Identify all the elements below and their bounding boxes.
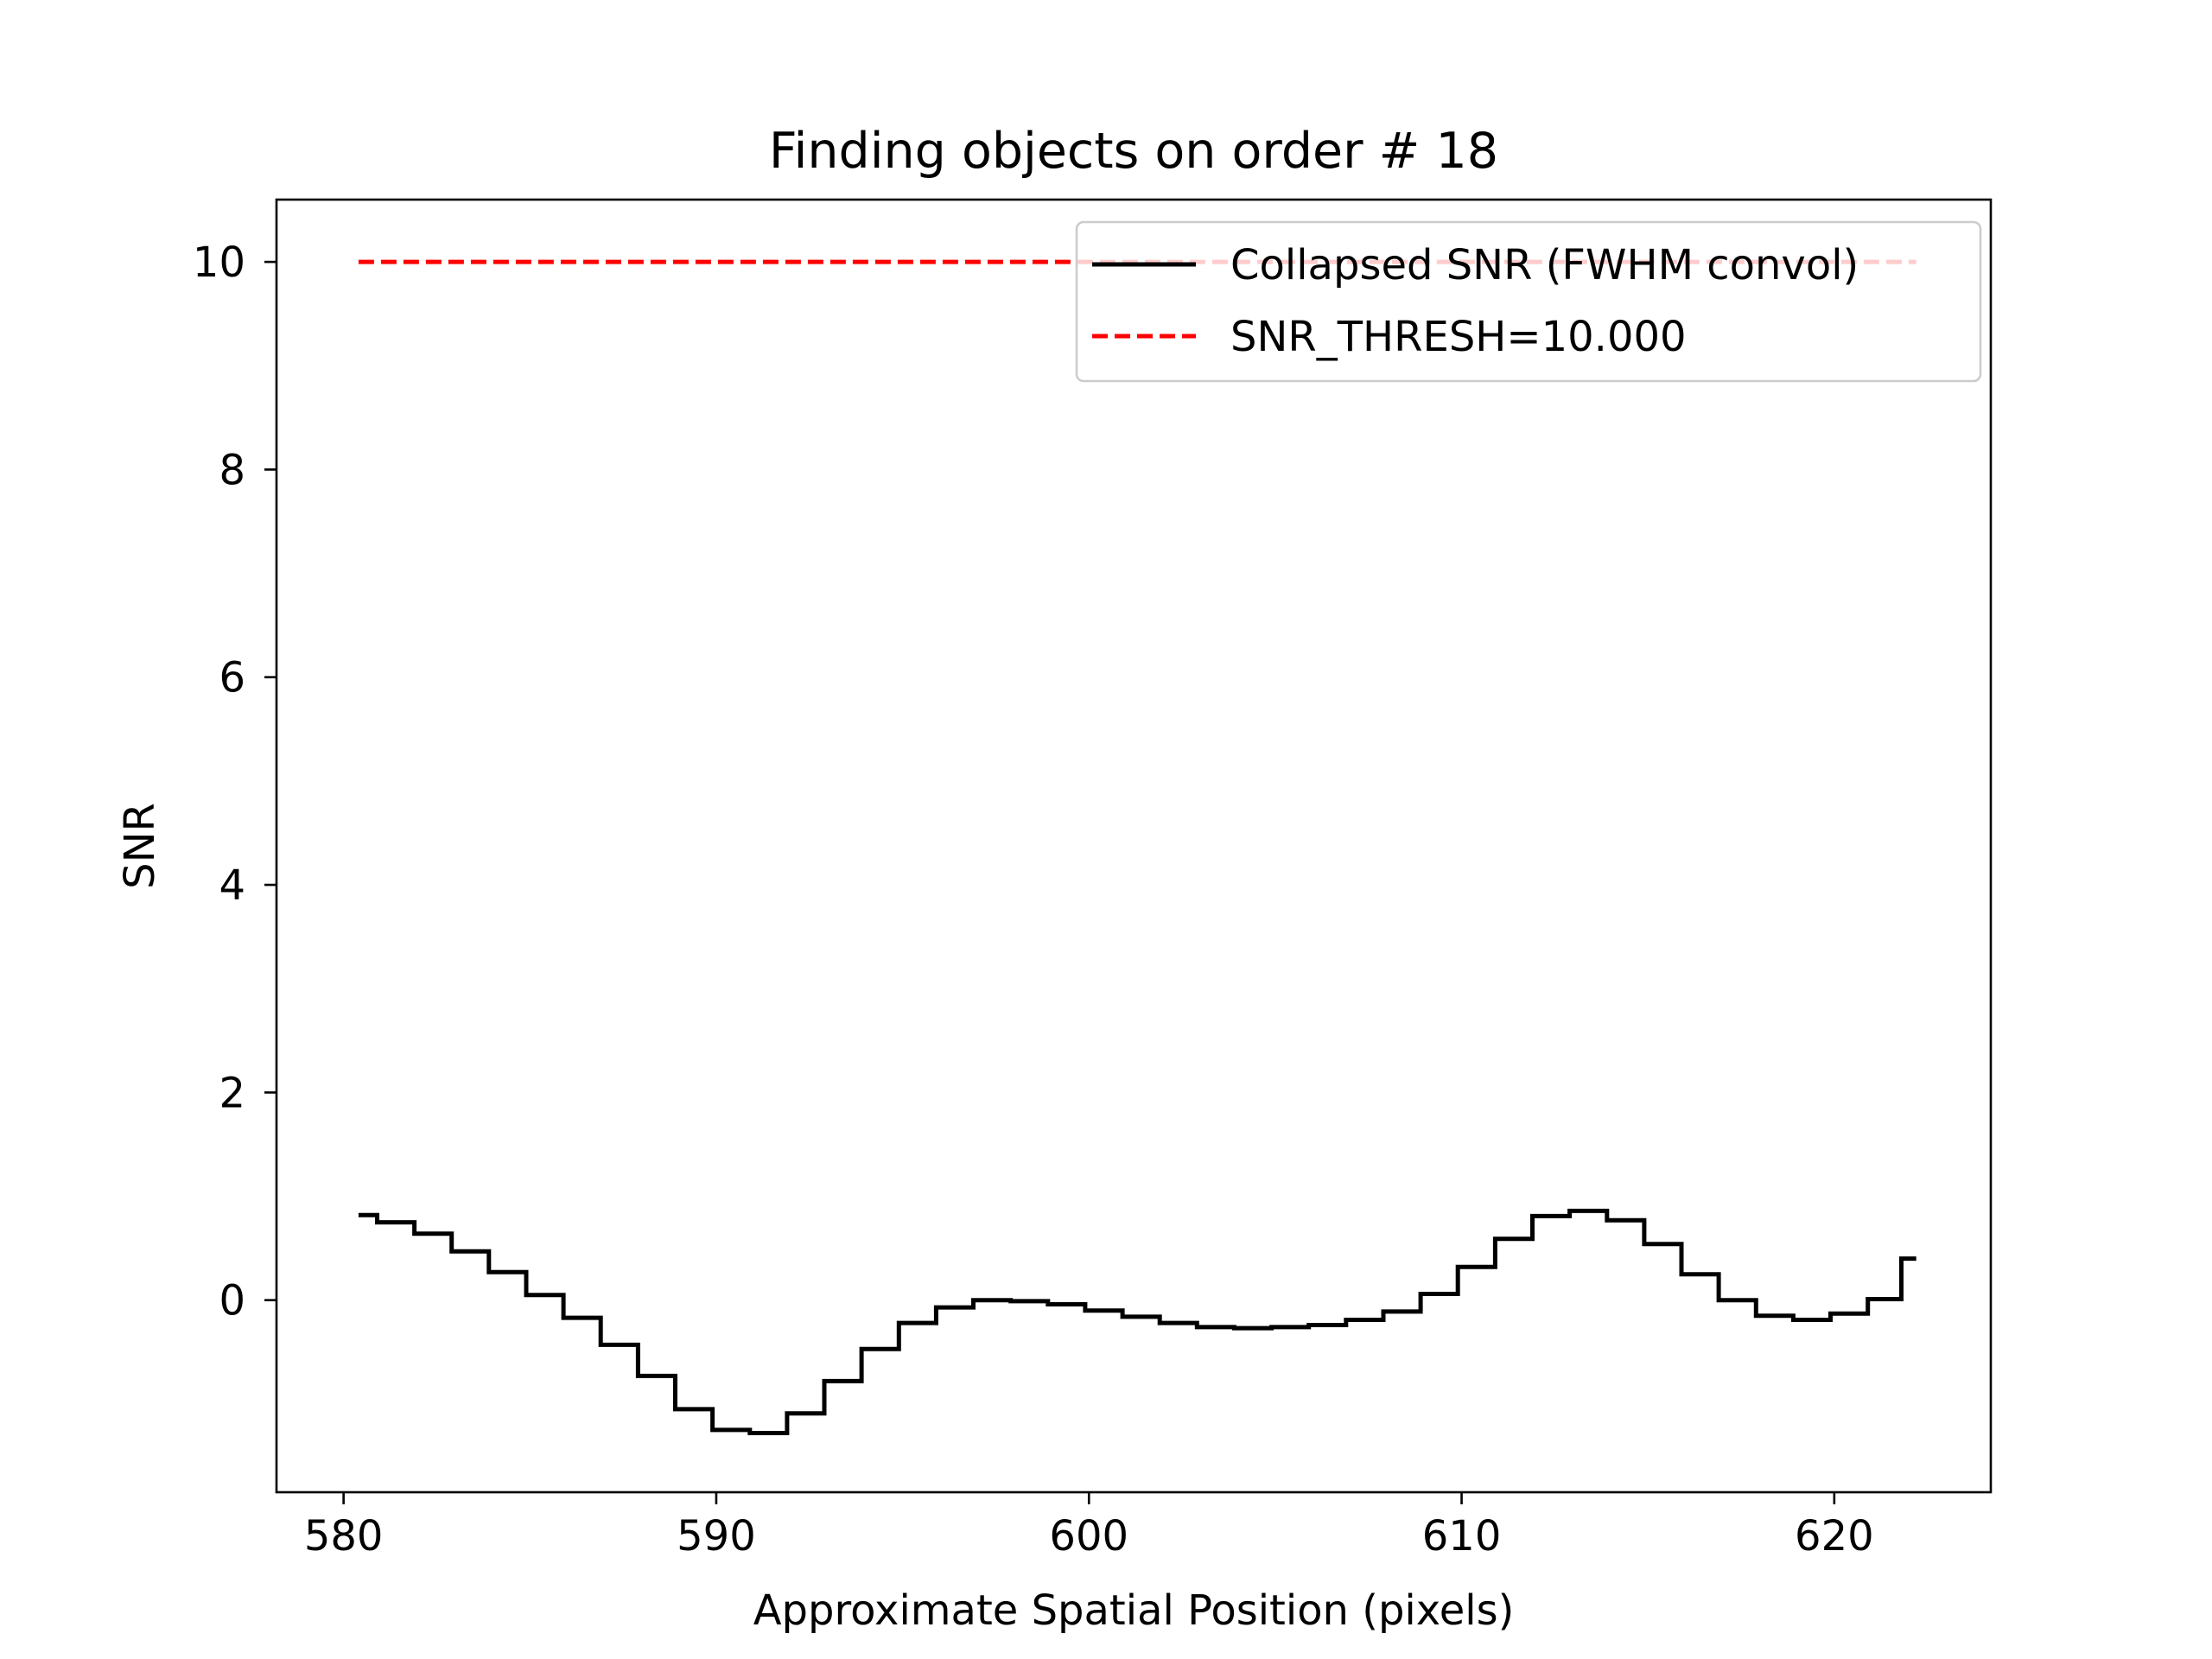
x-axis-label: Approximate Spatial Position (pixels) xyxy=(753,1586,1515,1635)
y-tick-label: 10 xyxy=(193,238,245,287)
x-axis-ticks: 580 590 600 610 620 xyxy=(304,1492,1874,1560)
y-tick-label: 6 xyxy=(219,654,245,702)
x-tick-label: 580 xyxy=(304,1512,384,1560)
chart-title: Finding objects on order # 18 xyxy=(769,123,1498,180)
legend-label-snr-thresh: SNR_THRESH=10.000 xyxy=(1230,313,1687,361)
y-axis-label: SNR xyxy=(116,803,164,889)
legend-label-collapsed-snr: Collapsed SNR (FWHM convol) xyxy=(1230,241,1859,289)
series-line-collapsed-snr xyxy=(358,1208,1916,1435)
x-tick-label: 590 xyxy=(677,1512,756,1560)
y-tick-label: 4 xyxy=(219,861,245,910)
plot-frame xyxy=(275,198,1993,1494)
y-axis-ticks: 0 2 4 6 8 10 xyxy=(193,238,276,1325)
plot-area xyxy=(276,200,1991,1492)
x-tick-label: 610 xyxy=(1422,1512,1502,1560)
x-tick-label: 600 xyxy=(1049,1512,1128,1560)
y-tick-label: 0 xyxy=(219,1277,245,1325)
y-tick-label: 2 xyxy=(219,1069,245,1117)
legend: Collapsed SNR (FWHM convol) SNR_THRESH=1… xyxy=(1075,220,1982,383)
y-tick-label: 8 xyxy=(219,446,245,494)
x-tick-label: 620 xyxy=(1795,1512,1874,1560)
legend-box xyxy=(1075,220,1982,383)
